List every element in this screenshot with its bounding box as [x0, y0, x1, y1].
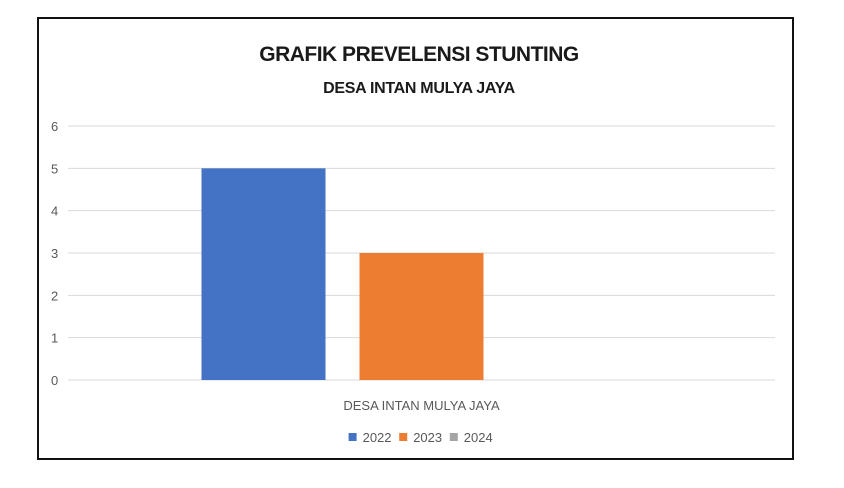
y-tick-label-2: 2: [51, 288, 58, 303]
y-tick-label-3: 3: [51, 246, 58, 261]
y-tick-label-6: 6: [51, 119, 58, 134]
bar-chart: GRAFIK PREVELENSI STUNTING DESA INTAN MU…: [51, 43, 775, 445]
legend-label-2024: 2024: [464, 430, 493, 445]
chart-title: GRAFIK PREVELENSI STUNTING: [259, 43, 579, 66]
y-tick-label-4: 4: [51, 204, 58, 219]
legend: 2022 2023 2024: [348, 430, 493, 445]
legend-swatch-2023: [399, 433, 408, 441]
y-tick-label-1: 1: [51, 331, 58, 346]
x-axis-category-labels: DESA INTAN MULYA JAYA: [343, 398, 500, 413]
chart-frame: GRAFIK PREVELENSI STUNTING DESA INTAN MU…: [37, 17, 794, 460]
bars: [201, 168, 484, 380]
category-label: DESA INTAN MULYA JAYA: [343, 398, 500, 413]
y-axis-tick-labels: 0 1 2 3 4 5 6: [51, 119, 58, 388]
y-tick-label-0: 0: [51, 373, 58, 388]
y-tick-label-5: 5: [51, 161, 58, 176]
bar-2022: [201, 168, 326, 380]
legend-label-2022: 2022: [363, 430, 392, 445]
legend-label-2023: 2023: [413, 430, 442, 445]
legend-swatch-2022: [348, 433, 357, 441]
legend-swatch-2024: [449, 433, 458, 441]
bar-2023: [359, 253, 484, 380]
chart-subtitle: DESA INTAN MULYA JAYA: [323, 80, 515, 97]
